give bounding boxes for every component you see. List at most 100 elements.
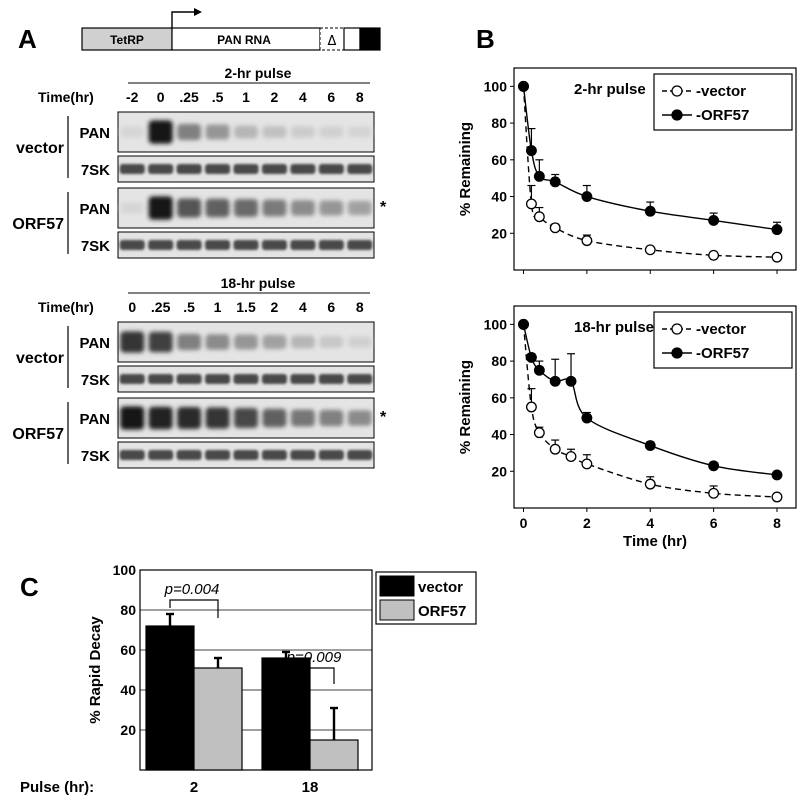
blot-18hr-7sk-band [233, 374, 259, 384]
chartB2-frame [513, 305, 797, 509]
bar-legend-label: vector [418, 579, 463, 596]
blot-18hr-7sk-band [205, 374, 231, 384]
chartB1-point-vector [533, 211, 545, 223]
blot-2hr-pan-band [148, 196, 173, 220]
bar-orf57 [193, 667, 243, 771]
blot-18hr-7sk-band [318, 450, 344, 460]
blot-18hr-time-tick: 8 [356, 299, 364, 315]
chartB1-legend-label: -vector [696, 83, 746, 100]
chartB1-ytick-label: 80 [491, 115, 507, 131]
blot-2hr-pan-band [290, 126, 315, 138]
bar-ytick-label: 40 [120, 682, 136, 698]
chartB2-ylabel: % Remaining [457, 360, 474, 454]
chartB1-point-vector [549, 222, 561, 234]
blot-2hr-7sk-band [261, 240, 287, 250]
chartB2-point-vector [549, 443, 561, 455]
bar-vector [145, 625, 195, 771]
bar-ytick-label: 100 [113, 562, 137, 578]
chartB2-ytick-label: 40 [491, 427, 507, 443]
blot-2hr-time-tick: 2 [271, 89, 279, 105]
chartB1-point-orf57 [518, 80, 529, 92]
chartB2-point-vector [771, 491, 783, 503]
bar-legend-swatch [379, 575, 415, 597]
blot-18hr-time-tick: 0 [128, 299, 136, 315]
blot-2hr-time-tick: 4 [299, 89, 307, 105]
chartB2-point-orf57 [549, 375, 561, 387]
significance-bracket [285, 667, 335, 684]
blot-2hr-pan-band [319, 200, 344, 216]
blot-2hr-time-tick: 6 [327, 89, 335, 105]
tss-arrow-icon [194, 8, 202, 16]
chartB2-point-vector [565, 451, 577, 463]
blot-18hr-time-tick: 1 [214, 299, 222, 315]
chartB1-point-vector [525, 198, 537, 210]
blot-2hr-7sk-band [318, 240, 344, 250]
chartB1-point-orf57 [533, 170, 545, 182]
blot-18hr-7sk-band [347, 450, 373, 460]
bar-orf57 [309, 739, 359, 771]
blot-2hr-pan-band [347, 126, 372, 138]
blot-18hr-pan-band [205, 407, 230, 429]
chartB2-title: 18-hr pulse [574, 319, 654, 336]
blot-18hr-7sk-band [205, 450, 231, 460]
chartB1-point-orf57 [525, 145, 537, 157]
blot-18hr-title: 18-hr pulse [221, 275, 296, 291]
blot-2hr-time-tick: .5 [212, 89, 224, 105]
construct-diagram: TetRP PAN RNA Δ [81, 8, 381, 51]
blot-2hr-7sk-band [347, 164, 373, 174]
blot-18hr-group-label: vector [16, 350, 64, 367]
chartB2-ytick-label: 20 [491, 463, 507, 479]
chartB1-legend-marker [671, 109, 683, 121]
blot-18hr-pan-band [290, 409, 315, 427]
blot-2hr-pan-band [319, 126, 344, 138]
chartB2-point-orf57 [708, 460, 720, 472]
chartB1-point-vector [708, 249, 720, 261]
blot-18hr-7sk-band [148, 374, 174, 384]
chartB2-xtick-label: 2 [583, 515, 591, 531]
bar-category-label: 18 [302, 779, 319, 796]
blot-18hr-7sk-band [176, 374, 202, 384]
blot-18hr-pan-band [319, 409, 344, 427]
significance-bracket [169, 599, 219, 618]
chartB1-ylabel: % Remaining [457, 122, 474, 216]
blot-2hr-pan-band [177, 198, 202, 218]
chartB2-xtick-label: 6 [710, 515, 718, 531]
blot-18hr-7sk-band [119, 374, 145, 384]
blot-18hr-time-tick: 1.5 [236, 299, 256, 315]
blot-2hr-7sk-band [148, 164, 174, 174]
blot-18hr-pan-band [148, 331, 173, 353]
blot-2hr-pan-band [262, 199, 287, 217]
chartB2-point-orf57 [581, 412, 593, 424]
chartB2-xtick-label: 8 [773, 515, 781, 531]
chartB1-legend [653, 73, 793, 131]
blot-18hr-7sk-band [347, 374, 373, 384]
blot-2hr-pan-band [120, 202, 145, 214]
blot-18hr-time-tick: .5 [183, 299, 195, 315]
bar-vector [261, 657, 311, 771]
chartB2-point-orf57 [565, 375, 577, 387]
chartB1-point-vector [771, 251, 783, 263]
blot-2hr-time-tick: .25 [179, 89, 199, 105]
blot-2hr-7sk-band [205, 164, 231, 174]
chartB2-legend-label: -ORF57 [696, 345, 749, 362]
blot-2hr-title: 2-hr pulse [225, 65, 292, 81]
blot-2hr-pan-band [262, 125, 287, 139]
chartB1-frame [513, 67, 797, 271]
chartB2-point-vector [533, 427, 545, 439]
blot-18hr-pan-band [234, 334, 258, 350]
blot-2hr-7sk-band [347, 240, 373, 250]
bar-category-label: 2 [190, 779, 198, 796]
blot-18hr-row-label: 7SK [81, 372, 110, 389]
chartB1-point-orf57 [708, 214, 720, 226]
blot-2hr-7sk-band [261, 164, 287, 174]
panel-b-label: B [476, 24, 495, 54]
p-value-label: p=0.009 [286, 649, 342, 666]
blot-18hr-row-label: PAN [79, 411, 110, 428]
chartB2-legend-marker [671, 347, 683, 359]
blot-2hr-7sk-band [290, 240, 316, 250]
blot-2hr-7sk-band [233, 240, 259, 250]
chartB1-ytick-label: 100 [484, 78, 508, 94]
blot-18hr-time-tick: 6 [327, 299, 335, 315]
bar-ylabel: % Rapid Decay [87, 616, 104, 724]
northern-blots: 2-hr pulse Time(hr) -2 0 .25 .5 1 2 4 6 8 PAN 7SK PAN… [12, 65, 387, 469]
